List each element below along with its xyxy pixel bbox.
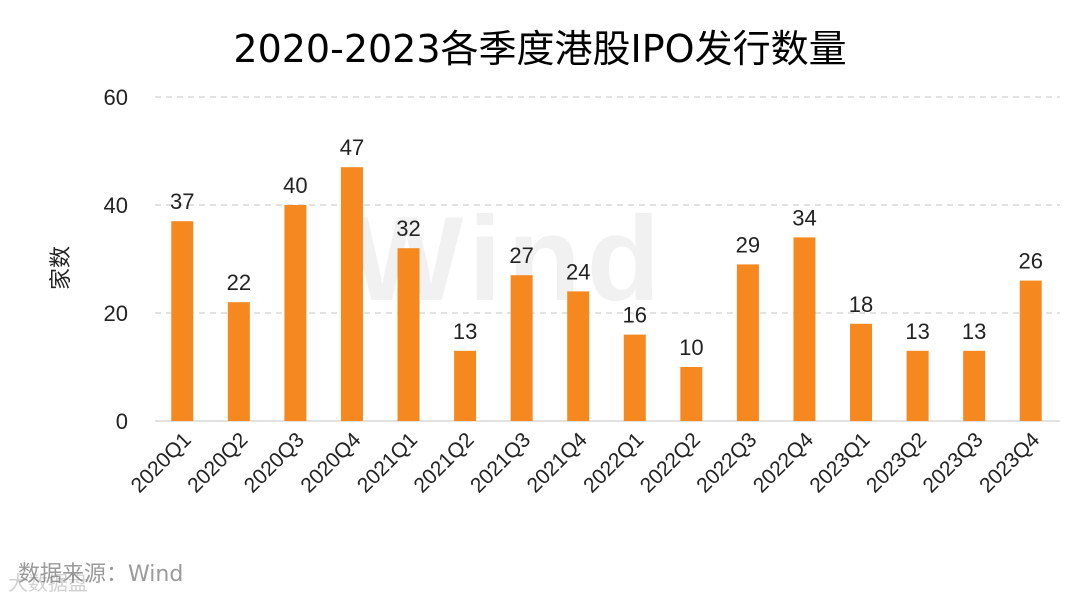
bar (793, 237, 816, 421)
x-tick-label: 2022Q4 (749, 428, 818, 497)
x-tick-label: 2021Q4 (523, 428, 592, 497)
data-label: 26 (1018, 249, 1042, 274)
data-label: 32 (396, 216, 420, 241)
bar (567, 291, 590, 421)
x-tick-label: 2023Q3 (919, 428, 988, 497)
data-label: 27 (509, 243, 533, 268)
bar (623, 334, 646, 421)
x-tick-label: 2023Q4 (975, 428, 1044, 497)
data-label: 29 (736, 232, 760, 257)
bar (340, 167, 363, 421)
data-label: 13 (453, 319, 477, 344)
x-tick-label: 2022Q1 (579, 428, 648, 497)
bar (227, 302, 250, 421)
data-label: 10 (679, 335, 703, 360)
data-label: 13 (905, 319, 929, 344)
x-tick-label: 2021Q3 (466, 428, 535, 497)
x-tick-label: 2022Q3 (692, 428, 761, 497)
data-label: 40 (283, 173, 307, 198)
x-tick-label: 2021Q2 (410, 428, 479, 497)
data-label: 47 (340, 135, 364, 160)
data-label: 22 (227, 270, 251, 295)
data-label: 13 (962, 319, 986, 344)
x-tick-label: 2023Q1 (805, 428, 874, 497)
data-label: 16 (623, 303, 647, 328)
x-tick-label: 2022Q2 (636, 428, 705, 497)
source-note: 数据来源：Wind (18, 562, 184, 587)
bar (680, 367, 703, 421)
bar (1019, 280, 1042, 421)
x-tick-label: 2020Q1 (127, 428, 196, 497)
y-tick-label: 20 (104, 301, 128, 326)
x-tick-label: 2023Q2 (862, 428, 931, 497)
x-tick-label: 2020Q2 (183, 428, 252, 497)
y-tick-label: 40 (104, 193, 128, 218)
data-label: 24 (566, 259, 590, 284)
bar (850, 323, 873, 421)
bottom-watermark: 大数据盘 (8, 571, 88, 595)
x-tick-label: 2020Q4 (296, 428, 365, 497)
y-axis-label: 家数 (49, 246, 74, 290)
bar (171, 221, 194, 421)
chart-title: 2020-2023各季度港股IPO发行数量 (233, 27, 847, 71)
bar (397, 248, 420, 421)
data-label: 37 (170, 189, 194, 214)
data-label: 18 (849, 292, 873, 317)
bar (510, 275, 533, 421)
y-tick-label: 60 (104, 85, 128, 110)
bar (736, 264, 759, 421)
bar (906, 350, 929, 421)
x-tick-label: 2020Q3 (240, 428, 309, 497)
bar (454, 350, 477, 421)
data-label: 34 (792, 205, 816, 230)
y-tick-label: 0 (116, 409, 128, 434)
bar (284, 205, 307, 421)
x-tick-label: 2021Q1 (353, 428, 422, 497)
bar (963, 350, 986, 421)
